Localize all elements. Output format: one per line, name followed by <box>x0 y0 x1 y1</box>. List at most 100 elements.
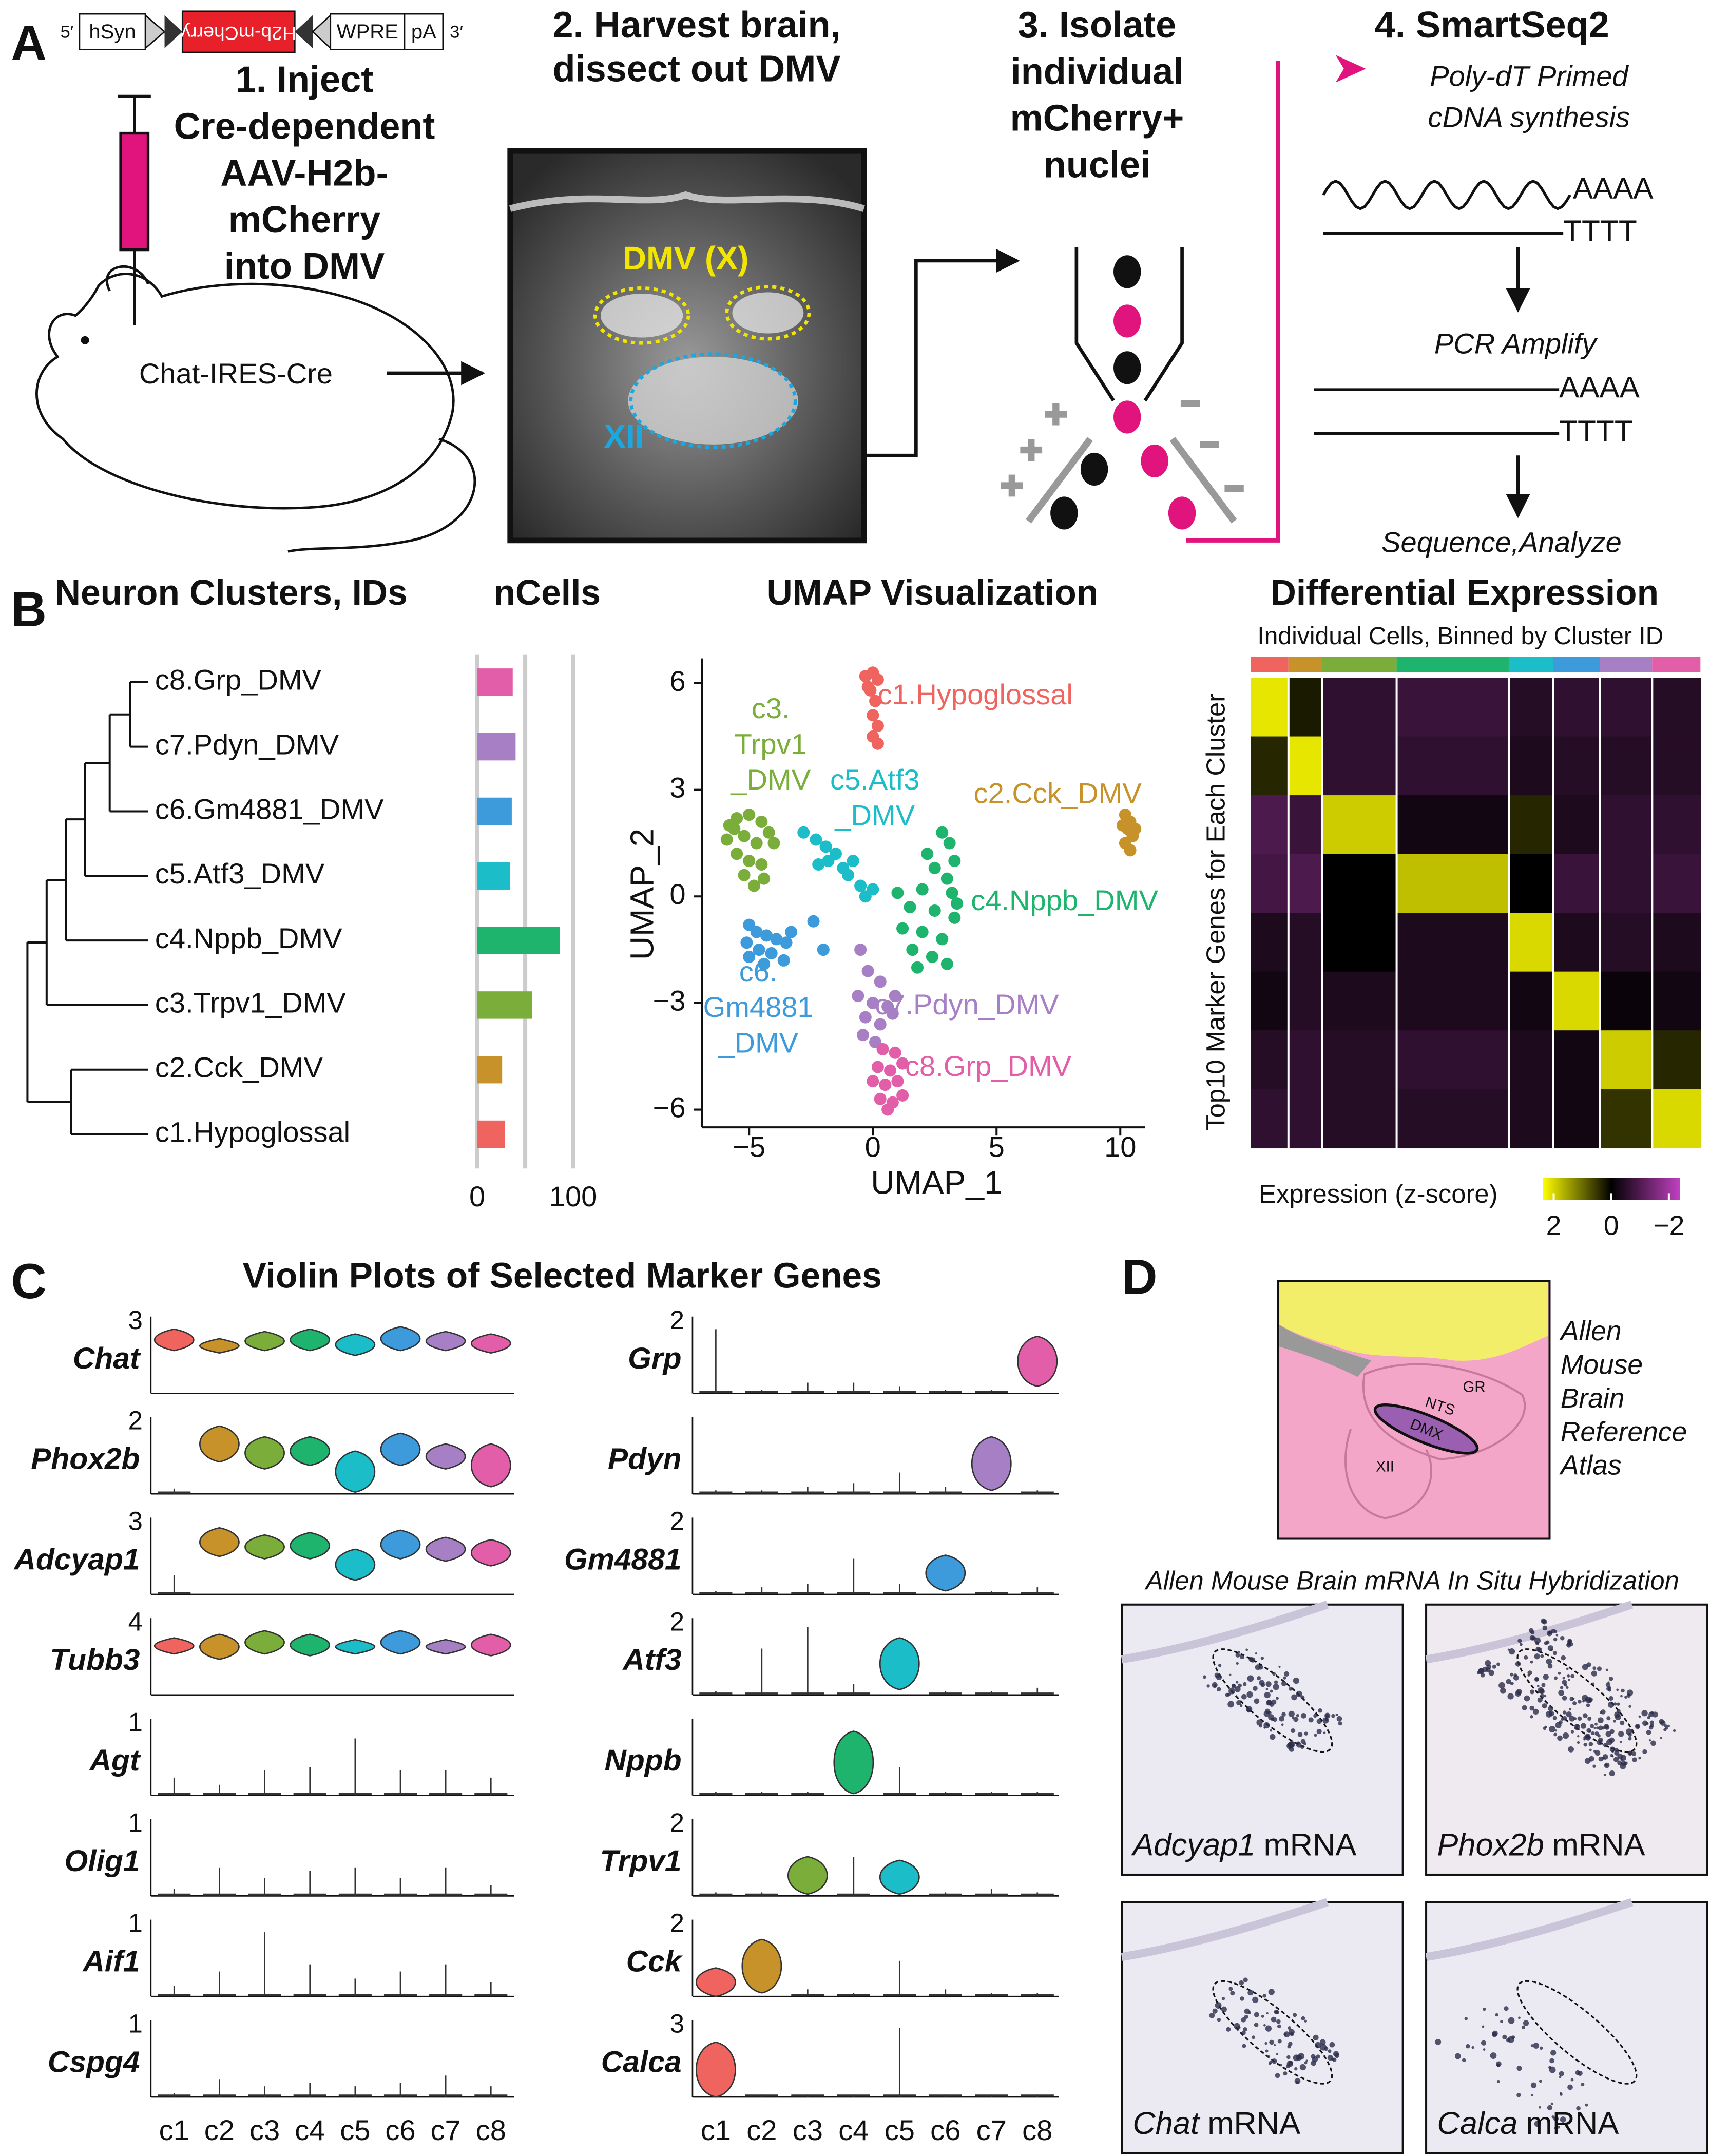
ish-signal <box>1516 2092 1521 2097</box>
violin <box>335 1548 376 1581</box>
ish-signal <box>1581 2083 1585 2087</box>
ish-signal <box>1553 1732 1558 1737</box>
ish-signal <box>1253 1686 1258 1691</box>
violin <box>154 1637 195 1655</box>
heatmap-cell <box>1396 736 1509 796</box>
ish-signal <box>1294 2067 1298 2071</box>
umap-point <box>760 929 773 942</box>
ish-signal <box>1517 1639 1522 1643</box>
ish-signal <box>1544 1695 1547 1698</box>
ish-signal <box>1332 2057 1337 2062</box>
umap-point <box>750 837 763 850</box>
violin <box>335 1333 376 1356</box>
violin <box>290 1436 331 1466</box>
ish-signal <box>1585 1734 1591 1740</box>
ish-signal <box>1524 1655 1528 1660</box>
construct-box <box>330 13 406 50</box>
umap-point <box>871 1061 884 1073</box>
ish-signal <box>1646 1729 1651 1735</box>
heatmap-cell <box>1322 1089 1397 1149</box>
ish-signal <box>1490 2052 1497 2059</box>
ish-signal <box>1615 1714 1621 1720</box>
cluster-label: c5.Atf3_DMV <box>155 857 325 890</box>
violin <box>470 1539 511 1567</box>
step-text: individual <box>1011 51 1184 92</box>
umap-point <box>777 954 790 967</box>
cluster-strip <box>1288 657 1322 672</box>
umap-point <box>767 837 780 850</box>
mouse-ear <box>105 265 149 292</box>
ish-suffix: mRNA <box>1552 1827 1645 1863</box>
ish-signal <box>1631 1751 1637 1756</box>
heatmap-cell <box>1600 795 1653 855</box>
ish-signal <box>1272 2058 1277 2064</box>
ish-signal <box>1566 1686 1569 1689</box>
ish-signal <box>1620 1755 1627 1761</box>
violin <box>470 1633 511 1657</box>
y-tick-label: 2 <box>670 1506 684 1535</box>
ish-signal <box>1577 1735 1580 1738</box>
x-tick-label: c2 <box>204 2114 235 2146</box>
violin <box>695 1967 736 1997</box>
violin <box>380 1326 421 1352</box>
x-tick-label: c6 <box>385 2114 415 2146</box>
ish-signal <box>1239 1980 1244 1986</box>
ish-signal <box>1248 2011 1251 2014</box>
ish-signal <box>1527 1674 1530 1677</box>
umap-point <box>859 1011 872 1024</box>
ish-signal <box>1642 1749 1647 1754</box>
dmv-outline <box>1212 1980 1333 2085</box>
x-tick-label: c2 <box>746 2114 777 2146</box>
ish-signal <box>1538 1687 1544 1694</box>
ish-signal <box>1613 1757 1619 1762</box>
dmv-outline <box>1212 1648 1333 1753</box>
syringe-barrel <box>119 131 150 252</box>
gene-label: Calca <box>601 2045 682 2078</box>
ish-signal <box>1248 1657 1254 1662</box>
ish-signal <box>1533 1708 1539 1715</box>
x-tick-label: c4 <box>295 2114 325 2146</box>
umap-point <box>738 830 751 842</box>
ish-signal <box>1492 1664 1496 1669</box>
heatmap-cell <box>1322 1030 1397 1090</box>
ish-signal <box>1510 1672 1513 1677</box>
ish-signal <box>1252 2035 1255 2039</box>
ish-signal <box>1542 1625 1548 1631</box>
violin <box>199 1527 240 1557</box>
x-tick-label: c5 <box>340 2114 370 2146</box>
ish-signal <box>1577 1716 1582 1721</box>
ish-signal <box>1562 1696 1567 1701</box>
ish-signal <box>1221 1997 1225 2000</box>
ish-signal <box>1530 1660 1533 1664</box>
gene-label: Phox2b <box>31 1442 140 1476</box>
ish-signal <box>1522 1705 1527 1710</box>
bar <box>477 927 560 954</box>
umap-point <box>883 1064 897 1077</box>
ish-signal <box>1542 1619 1547 1625</box>
ish-signal <box>1328 2049 1332 2053</box>
ish-signal <box>1553 1637 1558 1642</box>
ish-signal <box>1234 1686 1241 1692</box>
ish-signal <box>1274 1680 1278 1684</box>
umap-point <box>852 990 864 1003</box>
cluster-strip <box>1251 657 1289 672</box>
umap-point <box>731 812 743 825</box>
ish-signal <box>1308 1717 1314 1723</box>
heatmap-cell <box>1396 795 1509 855</box>
ish-signal <box>1607 1701 1615 1708</box>
ish-signal <box>1568 1678 1570 1681</box>
panel-letter: A <box>11 16 46 71</box>
heatmap-cell <box>1288 854 1323 913</box>
ish-signal <box>1236 1681 1239 1684</box>
ish-signal <box>1212 2008 1218 2014</box>
ish-signal <box>1642 1720 1648 1726</box>
construct-gene-box <box>181 10 296 53</box>
dmv-outline <box>725 285 811 341</box>
gene-label: Nppb <box>604 1744 681 1777</box>
ish-signal <box>1569 1697 1574 1701</box>
heatmap-cell <box>1288 913 1323 972</box>
nucleus <box>1113 255 1141 288</box>
ish-signal <box>1226 2027 1231 2032</box>
ish-signal <box>1606 1739 1612 1745</box>
y-tick-label: 1 <box>128 1909 143 1938</box>
